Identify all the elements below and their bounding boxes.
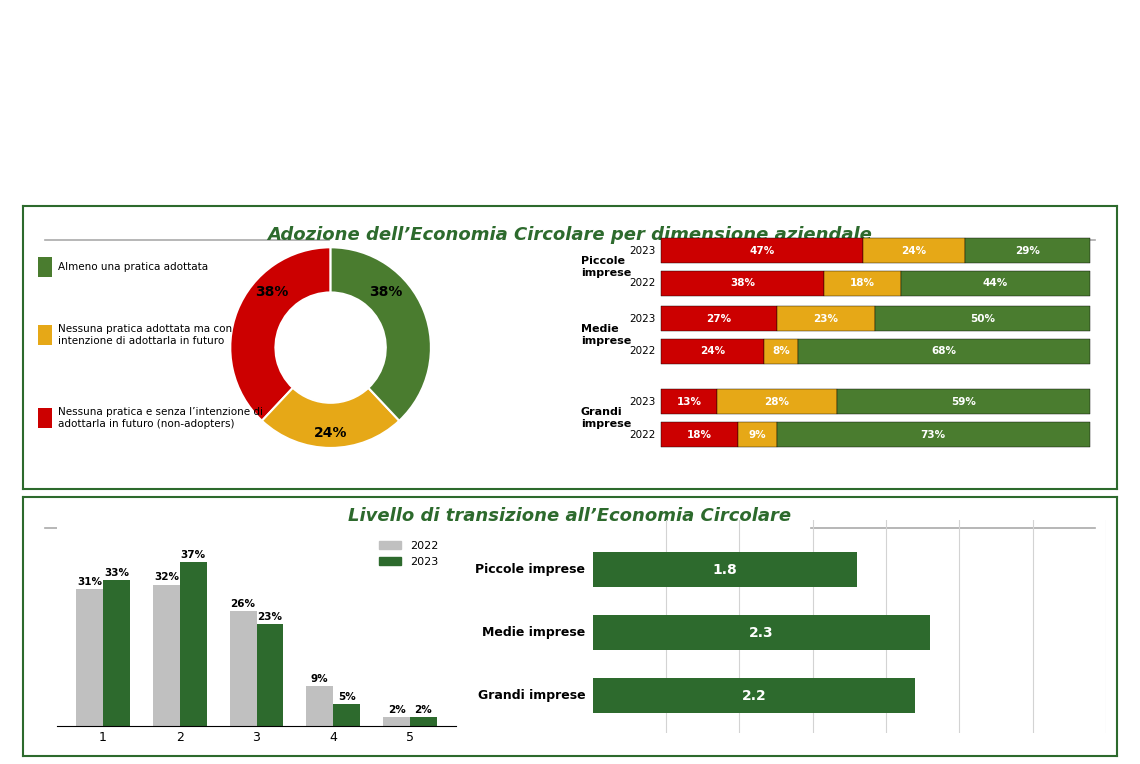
Bar: [776, 306, 876, 332]
Text: 5%: 5%: [337, 691, 356, 701]
Bar: [153, 584, 180, 726]
Text: 26%: 26%: [230, 599, 255, 609]
Bar: [103, 580, 130, 726]
Bar: [180, 562, 206, 726]
Text: 2023: 2023: [629, 397, 656, 406]
Text: 9%: 9%: [749, 429, 766, 439]
Legend: 2022, 2023: 2022, 2023: [374, 536, 442, 571]
Bar: [739, 422, 776, 447]
Bar: [661, 270, 824, 296]
Text: 47%: 47%: [749, 245, 774, 255]
Text: 73%: 73%: [921, 429, 946, 439]
Text: 2023: 2023: [629, 314, 656, 324]
Text: 9%: 9%: [311, 674, 328, 684]
Bar: [76, 589, 103, 726]
Bar: [824, 270, 901, 296]
Bar: [717, 389, 837, 414]
Bar: [593, 678, 915, 714]
Text: 2022: 2022: [629, 429, 656, 439]
Bar: [38, 408, 52, 429]
Text: 2022: 2022: [629, 278, 656, 288]
Text: 38%: 38%: [369, 286, 402, 299]
Bar: [764, 338, 798, 364]
Text: 23%: 23%: [814, 314, 839, 324]
Text: Livello di transizione all’Economia Circolare: Livello di transizione all’Economia Circ…: [349, 507, 791, 525]
Text: Piccole imprese: Piccole imprese: [475, 563, 586, 576]
Text: 28%: 28%: [764, 397, 789, 406]
Bar: [661, 338, 764, 364]
Text: 37%: 37%: [180, 550, 205, 560]
Text: 59%: 59%: [951, 397, 976, 406]
Text: 23%: 23%: [258, 612, 283, 622]
Wedge shape: [230, 248, 331, 421]
Text: 31%: 31%: [78, 577, 103, 587]
Bar: [593, 615, 930, 650]
Bar: [901, 270, 1090, 296]
Bar: [837, 389, 1090, 414]
Bar: [38, 257, 52, 277]
Bar: [661, 306, 776, 332]
Text: 18%: 18%: [687, 429, 712, 439]
Bar: [661, 389, 717, 414]
Text: 33%: 33%: [104, 568, 129, 578]
Text: Piccole
imprese: Piccole imprese: [580, 256, 630, 278]
Bar: [798, 338, 1090, 364]
Bar: [593, 552, 856, 588]
Text: Medie imprese: Medie imprese: [482, 626, 586, 639]
Bar: [333, 704, 360, 726]
Wedge shape: [331, 248, 431, 421]
Text: 2.3: 2.3: [749, 626, 774, 639]
Text: 1.8: 1.8: [712, 563, 738, 577]
Bar: [256, 624, 284, 726]
Text: Almeno una pratica adottata: Almeno una pratica adottata: [58, 262, 207, 272]
Bar: [383, 717, 410, 726]
Bar: [661, 238, 863, 263]
Text: 2%: 2%: [388, 704, 406, 715]
Text: 24%: 24%: [700, 346, 725, 356]
Text: Medie
imprese: Medie imprese: [580, 324, 630, 346]
Text: 2022: 2022: [629, 346, 656, 356]
Text: Grandi
imprese: Grandi imprese: [580, 407, 630, 429]
Text: 2%: 2%: [415, 704, 432, 715]
Bar: [876, 306, 1090, 332]
Bar: [410, 717, 437, 726]
Text: 27%: 27%: [707, 314, 732, 324]
Text: 8%: 8%: [772, 346, 790, 356]
Text: 18%: 18%: [850, 278, 876, 288]
Text: 50%: 50%: [970, 314, 995, 324]
Text: Adozione dell’Economia Circolare per dimensione aziendale: Adozione dell’Economia Circolare per dim…: [268, 226, 872, 244]
Text: 38%: 38%: [255, 286, 288, 299]
Text: 29%: 29%: [1015, 245, 1040, 255]
Wedge shape: [262, 388, 399, 448]
Text: 24%: 24%: [314, 426, 348, 440]
Text: 2.2: 2.2: [742, 688, 766, 703]
Bar: [661, 422, 739, 447]
Bar: [307, 686, 333, 726]
Text: 44%: 44%: [983, 278, 1008, 288]
Text: Nessuna pratica adottata ma con
intenzione di adottarla in futuro: Nessuna pratica adottata ma con intenzio…: [58, 324, 233, 346]
Text: Grandi imprese: Grandi imprese: [478, 689, 586, 702]
Text: 68%: 68%: [931, 346, 956, 356]
Text: 38%: 38%: [730, 278, 755, 288]
Text: 32%: 32%: [154, 572, 179, 582]
Text: 13%: 13%: [676, 397, 701, 406]
Text: 24%: 24%: [902, 245, 927, 255]
Bar: [38, 325, 52, 345]
Bar: [966, 238, 1090, 263]
Text: Nessuna pratica e senza l’intenzione di
adottarla in futuro (non-adopters): Nessuna pratica e senza l’intenzione di …: [58, 407, 263, 429]
Bar: [229, 611, 256, 726]
Bar: [776, 422, 1090, 447]
Text: 2023: 2023: [629, 245, 656, 255]
Bar: [863, 238, 966, 263]
